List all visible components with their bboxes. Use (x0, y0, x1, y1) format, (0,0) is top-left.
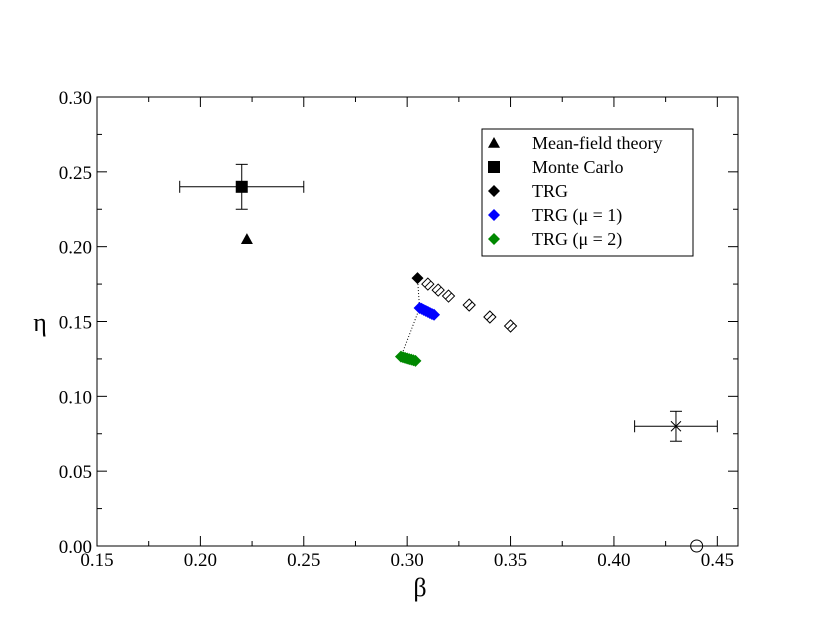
data-point-slash (434, 286, 442, 294)
legend-marker (488, 209, 500, 221)
data-markers (235, 180, 704, 553)
dotted-connector-line (417, 278, 421, 309)
legend-label: TRG (532, 181, 568, 201)
y-tick-label: 0.20 (59, 238, 92, 259)
axis-ticks (96, 96, 738, 547)
data-point-slash (465, 301, 473, 309)
y-tick-label: 0.15 (59, 313, 92, 334)
data-point (428, 308, 441, 321)
legend-label: TRG (μ = 1) (532, 205, 622, 226)
x-axis-label: β (413, 573, 426, 602)
legend-label: Monte Carlo (532, 157, 624, 177)
x-tick-label: 0.25 (287, 550, 320, 571)
y-axis-label: η (33, 308, 47, 337)
dotted-connectors (400, 278, 421, 357)
axis-tick-labels: 0.15 0.20 0.25 0.30 0.35 0.40 0.45 0.00 0.05 0.10… (59, 88, 734, 571)
y-tick-label: 0.30 (59, 88, 92, 109)
data-point (503, 319, 518, 333)
dotted-connector-line (400, 307, 421, 357)
data-point (431, 283, 445, 297)
x-tick-label: 0.30 (391, 550, 424, 571)
y-tick-label: 0.25 (59, 163, 92, 184)
legend-marker (488, 233, 500, 245)
legend-label: Mean-field theory (532, 133, 662, 153)
data-point-slash (486, 313, 494, 321)
data-point (411, 272, 424, 285)
data-point (409, 354, 422, 367)
x-tick-label: 0.35 (494, 550, 527, 571)
data-point-slash (445, 292, 452, 300)
data-point (690, 539, 704, 553)
legend-label: TRG (μ = 2) (532, 229, 622, 250)
data-point (235, 180, 248, 193)
data-point (421, 277, 435, 291)
data-point (462, 298, 476, 312)
legend-marker (488, 161, 500, 173)
data-point (670, 420, 682, 432)
data-point (441, 289, 456, 303)
legend-box (481, 128, 694, 257)
y-tick-label: 0.05 (59, 462, 92, 483)
data-point-slash (507, 322, 514, 330)
x-tick-label: 0.20 (184, 550, 217, 571)
legend: Mean-field theory Monte Carlo TRG TRG (μ = … (481, 128, 694, 257)
data-point (483, 310, 497, 324)
x-tick-label: 0.15 (80, 550, 113, 571)
data-point-stroke (670, 420, 682, 432)
legend-marker (488, 137, 500, 148)
x-tick-label: 0.45 (701, 550, 734, 571)
y-tick-label: 0.10 (59, 387, 92, 408)
legend-marker (488, 185, 500, 197)
data-point (240, 233, 253, 244)
x-tick-label: 0.40 (597, 550, 630, 571)
y-tick-label: 0.00 (59, 537, 92, 558)
data-point-slash (424, 280, 432, 288)
